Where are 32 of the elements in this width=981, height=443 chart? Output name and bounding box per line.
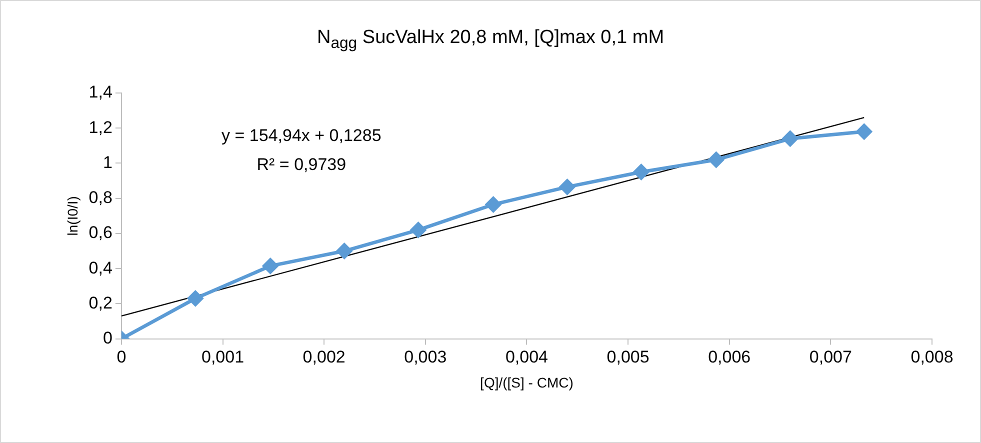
x-tick-label: 0 xyxy=(116,348,126,367)
y-tick-label: 1 xyxy=(102,152,112,172)
x-axis-title: [Q]/([S] - CMC) xyxy=(480,374,574,390)
point xyxy=(336,243,352,259)
point xyxy=(633,164,649,180)
point xyxy=(782,130,798,146)
annotation: R² = 0,9739 xyxy=(256,155,346,174)
point xyxy=(856,124,872,140)
y-tick-label: 0 xyxy=(102,328,112,348)
x-tick-label: 0,005 xyxy=(606,348,650,367)
point xyxy=(486,196,502,212)
y-tick-label: 0,6 xyxy=(88,223,112,242)
y-tick-label: 0,4 xyxy=(88,258,112,278)
x-tick-label: 0,006 xyxy=(708,348,751,367)
x-tick-label: 0,008 xyxy=(910,348,954,367)
x-tick-label: 0,001 xyxy=(201,348,244,367)
y-tick-label: 1,2 xyxy=(88,118,112,137)
y-axis-title: ln(I0/I) xyxy=(64,196,80,236)
x-tick-label: 0,007 xyxy=(809,348,852,367)
annotation: y = 154,94x + 0,1285 xyxy=(222,126,382,145)
point xyxy=(708,152,724,168)
point xyxy=(410,222,426,238)
chart-title: N$_{agg}$ SucValHx 20,8 mM, [Q]max 0,1 mM xyxy=(316,27,666,53)
point xyxy=(262,258,278,274)
point xyxy=(188,290,204,306)
x-tick-label: 0,002 xyxy=(302,348,346,367)
y-tick-label: 0,8 xyxy=(88,188,112,208)
point xyxy=(559,179,575,195)
y-tick-label: 1,4 xyxy=(88,82,112,102)
x-tick-label: 0,003 xyxy=(404,348,447,367)
y-tick-label: 0,2 xyxy=(88,293,112,312)
x-tick-label: 0,004 xyxy=(505,348,548,367)
